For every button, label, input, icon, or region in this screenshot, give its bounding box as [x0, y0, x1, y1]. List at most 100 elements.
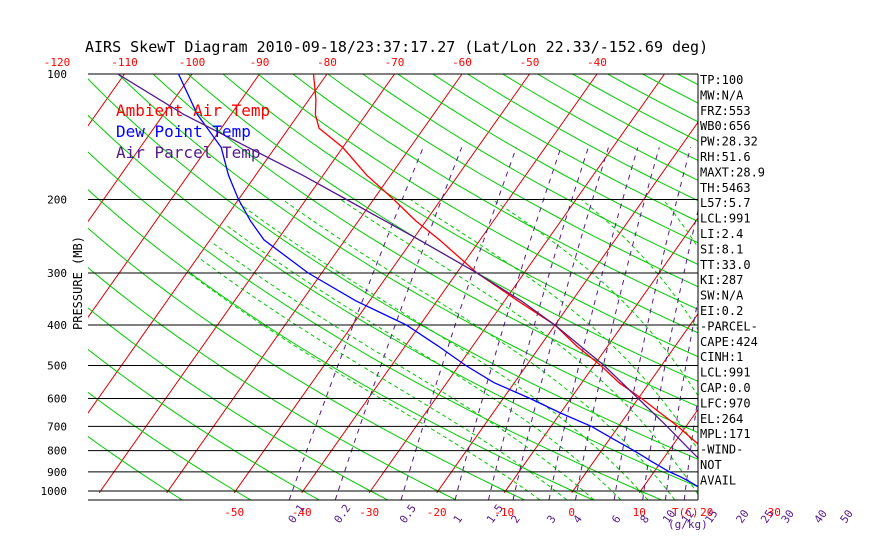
- dry-adiabat-line: [466, 74, 698, 202]
- y-axis-label: PRESSURE (MB): [71, 236, 85, 330]
- moist-adiabat-line: [197, 256, 568, 500]
- dry-adiabat-line: [536, 74, 698, 161]
- index-entry: PW:28.32: [700, 135, 758, 149]
- mixing-ratio-label: 1: [451, 513, 465, 526]
- dry-adiabat-line: [117, 74, 698, 434]
- moist-adiabat-line: [239, 203, 649, 500]
- dry-adiabat-line: [571, 74, 698, 142]
- mixing-ratio-label: 3: [544, 513, 558, 526]
- dry-adiabat-line: [88, 266, 457, 500]
- dry-adiabat-line: [88, 307, 388, 500]
- mixing-ratio-line: [764, 147, 810, 499]
- index-entry: -PARCEL-: [700, 319, 758, 333]
- moist-adiabat-line: [188, 272, 541, 500]
- moist-adiabat-line: [730, 200, 837, 500]
- mixing-ratio-lines: [288, 147, 870, 500]
- dry-adiabat-line: [187, 74, 698, 382]
- dry-adiabat-line: [88, 391, 251, 500]
- legend-entry: Ambient Air Temp: [116, 101, 270, 120]
- pressure-tick-label: 700: [47, 420, 67, 433]
- mixing-ratio-label: 0.5: [397, 502, 419, 526]
- chart-title: AIRS SkewT Diagram 2010-09-18/23:37:17.2…: [85, 38, 708, 56]
- mixing-ratio-label: 10: [660, 507, 678, 525]
- sounding-profiles: [117, 74, 698, 488]
- mixing-ratio-line: [288, 147, 424, 500]
- dry-adiabat-line: [832, 65, 870, 500]
- bottom-temp-tick-label: -40: [292, 506, 312, 519]
- isotherm-line: [88, 74, 260, 319]
- bottom-temp-tick-label: 0: [568, 506, 575, 519]
- dry-adiabat-line: [257, 74, 698, 334]
- dry-adiabat-line: [431, 74, 698, 223]
- dry-adiabat-line: [88, 189, 593, 500]
- dry-adiabat-lines: [88, 65, 870, 500]
- index-entry: NOT: [700, 458, 722, 472]
- moist-adiabat-line: [340, 199, 698, 496]
- pressure-tick-label: 1000: [41, 485, 68, 498]
- mixing-ratio-line: [488, 147, 589, 500]
- top-temp-tick-label: -40: [587, 56, 607, 69]
- isotherm-line: [98, 74, 395, 494]
- top-temp-tick-label: -70: [385, 56, 405, 69]
- bottom-temp-tick-label: 10: [633, 506, 646, 519]
- mixing-ratio-label: 6: [609, 513, 623, 526]
- pressure-tick-label: 400: [47, 319, 67, 332]
- index-entry: TT:33.0: [700, 258, 751, 272]
- isobar-lines: [88, 73, 698, 492]
- index-entry: EI:0.2: [700, 304, 743, 318]
- dry-adiabat-line: [88, 348, 320, 500]
- isotherm-line: [166, 74, 463, 494]
- bottom-temp-tick-label: -10: [494, 506, 514, 519]
- index-entry: MPL:171: [700, 427, 751, 441]
- dry-adiabat-line: [798, 65, 870, 500]
- isotherm-line: [774, 74, 870, 493]
- mixing-ratio-line: [575, 147, 660, 500]
- top-temp-tick-label: -110: [111, 56, 138, 69]
- index-entry: FRZ:553: [700, 104, 751, 118]
- index-entry: LI:2.4: [700, 227, 743, 241]
- temperature-profile-line: [312, 74, 698, 445]
- isotherm-line: [842, 74, 870, 493]
- index-entry: TP:100: [700, 73, 743, 87]
- index-entry: TH:5463: [700, 181, 751, 195]
- mixing-ratio-label: 20: [734, 507, 752, 525]
- index-entry: LFC:970: [700, 396, 751, 410]
- index-entry: WB0:656: [700, 119, 751, 133]
- index-entry: LCL:991: [700, 366, 751, 380]
- index-entry: LCL:991: [700, 212, 751, 226]
- mixing-ratio-line: [512, 147, 609, 500]
- index-entry: KI:287: [700, 273, 743, 287]
- bottom-temp-tick-label: -50: [224, 506, 244, 519]
- index-entry: CINH:1: [700, 350, 743, 364]
- dry-adiabat-line: [292, 74, 698, 310]
- mixing-ratio-label: 40: [812, 507, 830, 525]
- dry-adiabat-line: [327, 74, 698, 288]
- dry-adiabat-line: [763, 65, 870, 500]
- isotherm-line: [301, 74, 598, 494]
- mixing-ratio-label: 4: [571, 513, 586, 526]
- dry-adiabat-line: [676, 74, 698, 86]
- legend: Ambient Air Temp Dew Point Temp Air Parcel…: [116, 101, 270, 162]
- index-entry: MAXT:28.9: [700, 165, 765, 179]
- pressure-tick-label: 300: [47, 267, 67, 280]
- pressure-tick-label: 600: [47, 392, 67, 405]
- dry-adiabat-line: [88, 151, 662, 500]
- pressure-tick-label: 500: [47, 359, 67, 372]
- moist-adiabat-line: [225, 224, 622, 500]
- isotherm-line: [436, 121, 698, 494]
- mixing-ratio-unit: (g/kg): [668, 518, 708, 531]
- isotherm-line: [368, 74, 665, 494]
- mixing-ratio-label: 30: [779, 507, 797, 525]
- isotherm-line: [638, 408, 698, 494]
- dry-adiabat-line: [501, 74, 698, 181]
- bottom-axis-unit: T(C): [672, 506, 699, 519]
- mixing-ratio-line: [548, 147, 639, 500]
- mixing-ratio-line: [844, 147, 870, 499]
- index-entry: CAPE:424: [700, 335, 758, 349]
- mixing-ratio-line: [785, 147, 827, 499]
- index-entry: SI:8.1: [700, 242, 743, 256]
- dry-adiabat-line: [222, 74, 698, 358]
- bottom-temp-tick-label: -30: [359, 506, 379, 519]
